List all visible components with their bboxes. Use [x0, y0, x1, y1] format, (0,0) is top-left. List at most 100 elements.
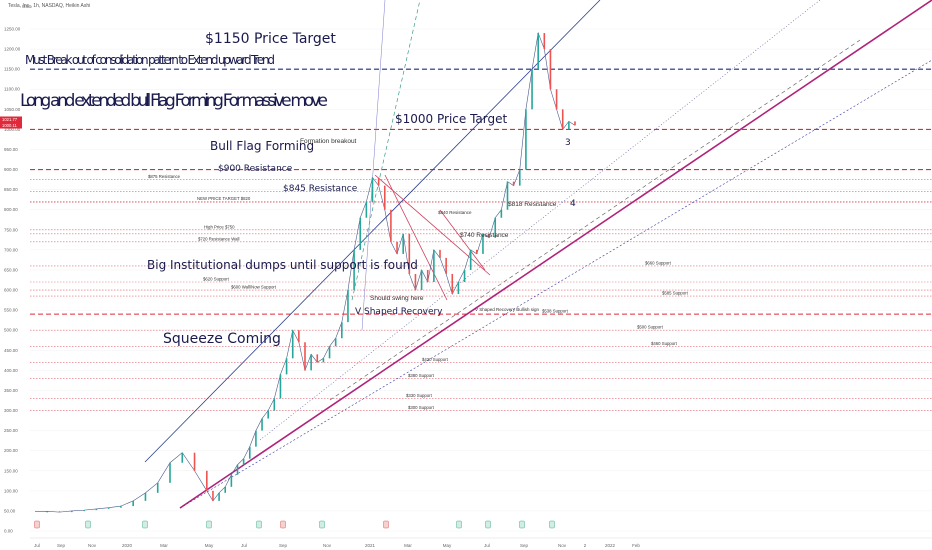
level-label: $660 Support: [645, 260, 672, 265]
y-tick-label: 450.00: [4, 348, 18, 353]
symbol-header: Tesla, Inc., 1h, NASDAQ, Heikin Ashi: [8, 3, 91, 9]
event-marker: [485, 520, 491, 529]
price-bar: [334, 338, 337, 347]
event-marker: [34, 520, 40, 529]
annotation-text: Must Break out of consolidation pattern …: [25, 53, 275, 67]
price-bar: [537, 33, 539, 70]
price-bar: [353, 249, 355, 291]
price-bar: [420, 269, 423, 291]
annotation-text: Bull Flag Forming: [210, 139, 314, 153]
y-tick-label: 100.00: [4, 488, 18, 493]
annotation-text: Long and extended bull Flag Forming For …: [20, 91, 328, 111]
annotation-text: $818 Resistance: [508, 201, 557, 208]
x-tick-label: Jul: [241, 543, 247, 548]
y-tick-label: 950.00: [4, 147, 18, 152]
price-bar: [365, 201, 368, 218]
x-tick-label: Nov: [88, 543, 97, 548]
price-bar: [316, 354, 319, 363]
y-tick-label: 650.00: [4, 267, 18, 272]
annotation-text: $1150 Price Target: [205, 31, 336, 47]
price-bar: [132, 500, 134, 507]
price-bar: [83, 510, 85, 512]
annotation-text: V Shaped Recovery Bullish sign: [475, 307, 540, 312]
trend-line: [179, 0, 932, 509]
price-bar: [291, 330, 294, 359]
y-tick-label: 1050.00: [4, 107, 21, 112]
price-badge: [0, 116, 22, 123]
price-bar: [476, 249, 478, 254]
y-tick-label: 50.00: [4, 508, 16, 513]
level-label: $585 Support: [662, 291, 689, 296]
price-bar: [310, 354, 312, 371]
event-marker: [549, 520, 555, 529]
trend-line: [439, 209, 486, 271]
event-marker: [256, 520, 262, 529]
level-label: $330 Support: [406, 393, 433, 398]
level-label: $420 Support: [422, 357, 449, 362]
price-bar: [248, 446, 251, 459]
price-bar: [543, 33, 546, 50]
price-bar: [193, 452, 196, 471]
price-bar: [279, 374, 282, 399]
level-label: $460 Support: [651, 341, 678, 346]
price-bar: [328, 346, 331, 359]
y-tick-label: 550.00: [4, 308, 18, 313]
x-tick-label: Jul: [484, 543, 490, 548]
price-bar: [169, 462, 171, 483]
y-tick-label: 800.00: [4, 207, 18, 212]
trend-line: [351, 0, 421, 301]
price-bar: [156, 482, 159, 493]
x-tick-label: 2022: [605, 543, 616, 548]
price-bar: [445, 257, 447, 274]
y-tick-label: 200.00: [4, 448, 18, 453]
price-badge-label: 1021.77: [2, 117, 18, 122]
price-bar: [46, 511, 49, 513]
x-tick-label: 2020: [122, 543, 133, 548]
price-badge: [0, 122, 22, 129]
price-bar: [218, 492, 220, 501]
event-marker: [142, 520, 148, 529]
event-marker: [456, 520, 462, 529]
y-tick-label: 0.00: [4, 529, 13, 534]
price-bar: [525, 109, 527, 170]
x-tick-label: Nov: [558, 543, 567, 548]
price-bar: [396, 241, 398, 254]
price-bar: [383, 185, 386, 210]
price-bar: [469, 249, 472, 270]
price-bar: [561, 109, 564, 130]
y-tick-label: 850.00: [4, 187, 18, 192]
price-bar: [341, 322, 343, 339]
event-marker: [206, 520, 212, 529]
price-axis[interactable]: 0.00 50.00 100.00 150.00 200.00 250.00 300.00 3…: [4, 27, 21, 534]
annotation-text: $1000 Price Target: [395, 112, 507, 126]
y-tick-label: 1100.00: [4, 87, 20, 92]
level-label: $620 Support: [203, 277, 230, 282]
price-bar: [512, 181, 515, 186]
trend-line: [384, 174, 448, 301]
trend-line: [179, 59, 932, 509]
event-marker: [85, 520, 91, 529]
x-tick-label: May: [205, 543, 214, 548]
time-axis[interactable]: Jul Sep Nov 2020 Mar May Jul Sep Nov 2021 Mar May Ju…: [30, 537, 932, 548]
event-marker: [383, 520, 389, 529]
price-bar: [242, 458, 245, 465]
annotation-text: Formation breakout: [300, 138, 357, 145]
level-label: $875 Resistance: [148, 174, 181, 179]
price-bar: [347, 290, 349, 323]
price-bar: [457, 282, 460, 295]
level-label: NEW PRICE TARGET $820: [197, 196, 251, 201]
x-tick-label: Nov: [323, 543, 332, 548]
price-bar: [181, 452, 184, 463]
annotation-text: 3: [565, 138, 571, 148]
price-bar: [273, 398, 276, 411]
price-bar: [549, 49, 552, 90]
y-tick-label: 500.00: [4, 328, 18, 333]
x-tick-label: Sep: [279, 543, 288, 548]
y-tick-label: 1000.00: [4, 127, 21, 132]
annotation-text: V Shaped Recovery: [355, 307, 443, 317]
annotations: $1150 Price Target Must Break out of cons…: [20, 31, 576, 347]
annotation-text: Big Institutional dumps until support is…: [147, 258, 418, 272]
y-tick-label: 1200.00: [4, 47, 21, 52]
